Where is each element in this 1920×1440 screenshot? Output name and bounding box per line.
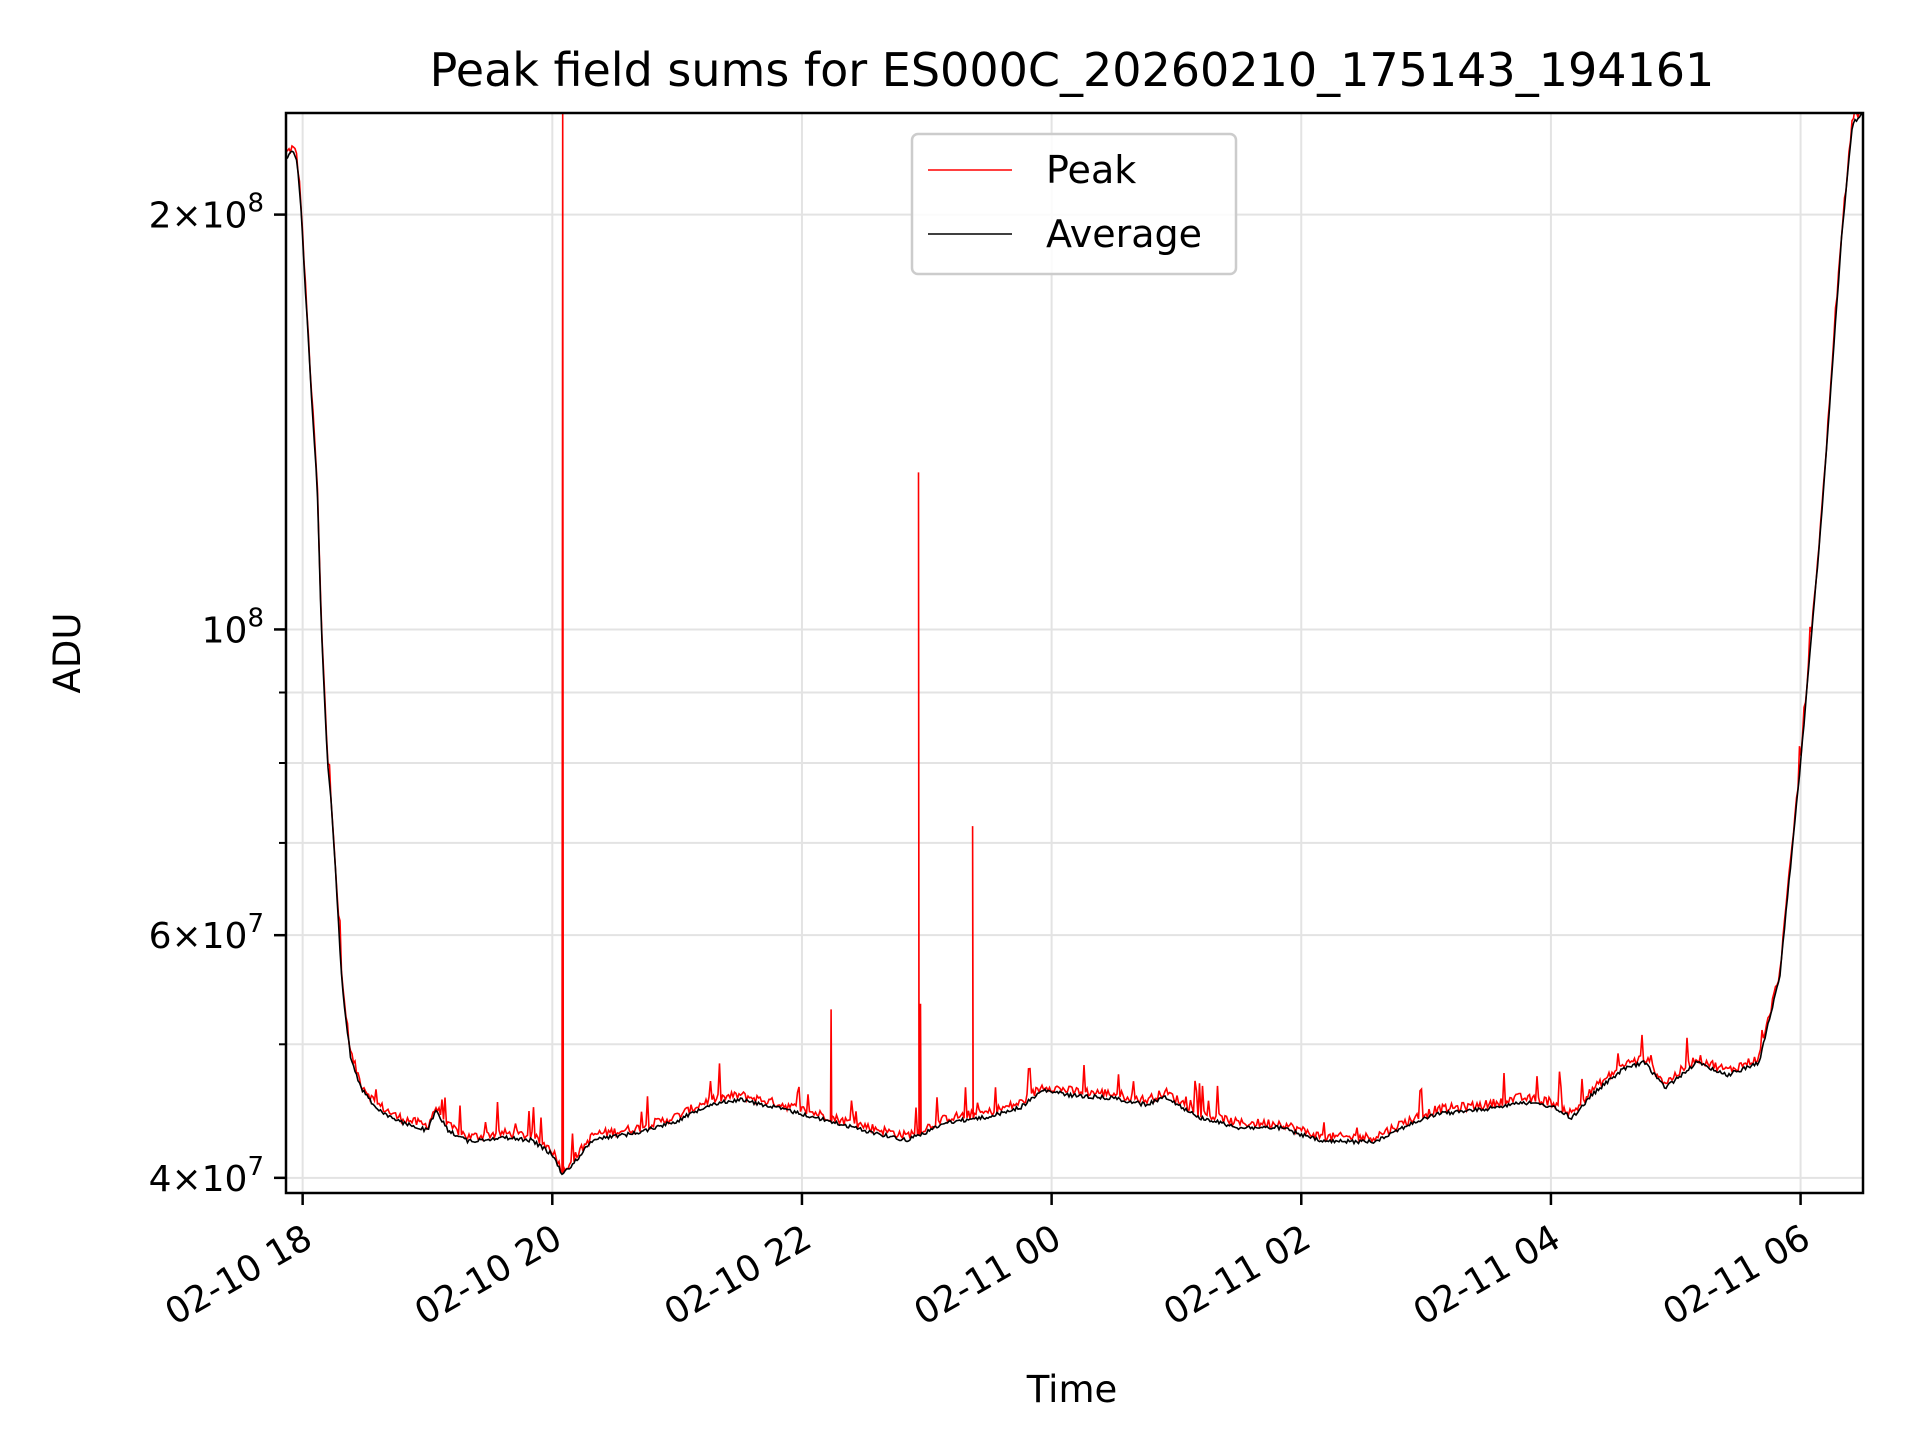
plot-area	[286, 113, 1863, 1176]
legend-label-average: Average	[1046, 212, 1202, 256]
chart-title: Peak field sums for ES000C_20260210_1751…	[430, 43, 1715, 97]
y-tick-label: 2×108	[149, 189, 264, 237]
legend-label-peak: Peak	[1046, 148, 1136, 192]
x-axis-label: Time	[1026, 1368, 1118, 1411]
series-group	[286, 113, 1863, 1176]
series-average-line	[286, 113, 1863, 1176]
legend: Peak Average	[910, 132, 1238, 276]
y-tick-label: 108	[202, 603, 264, 651]
y-axis-label: ADU	[46, 613, 89, 694]
axes-frame	[284, 111, 1865, 1195]
y-axis: 4×107 6×107 108 2×108	[149, 189, 286, 1200]
legend-box	[910, 132, 1238, 276]
y-tick-label: 6×107	[149, 909, 264, 957]
y-tick-label: 4×107	[149, 1152, 264, 1200]
